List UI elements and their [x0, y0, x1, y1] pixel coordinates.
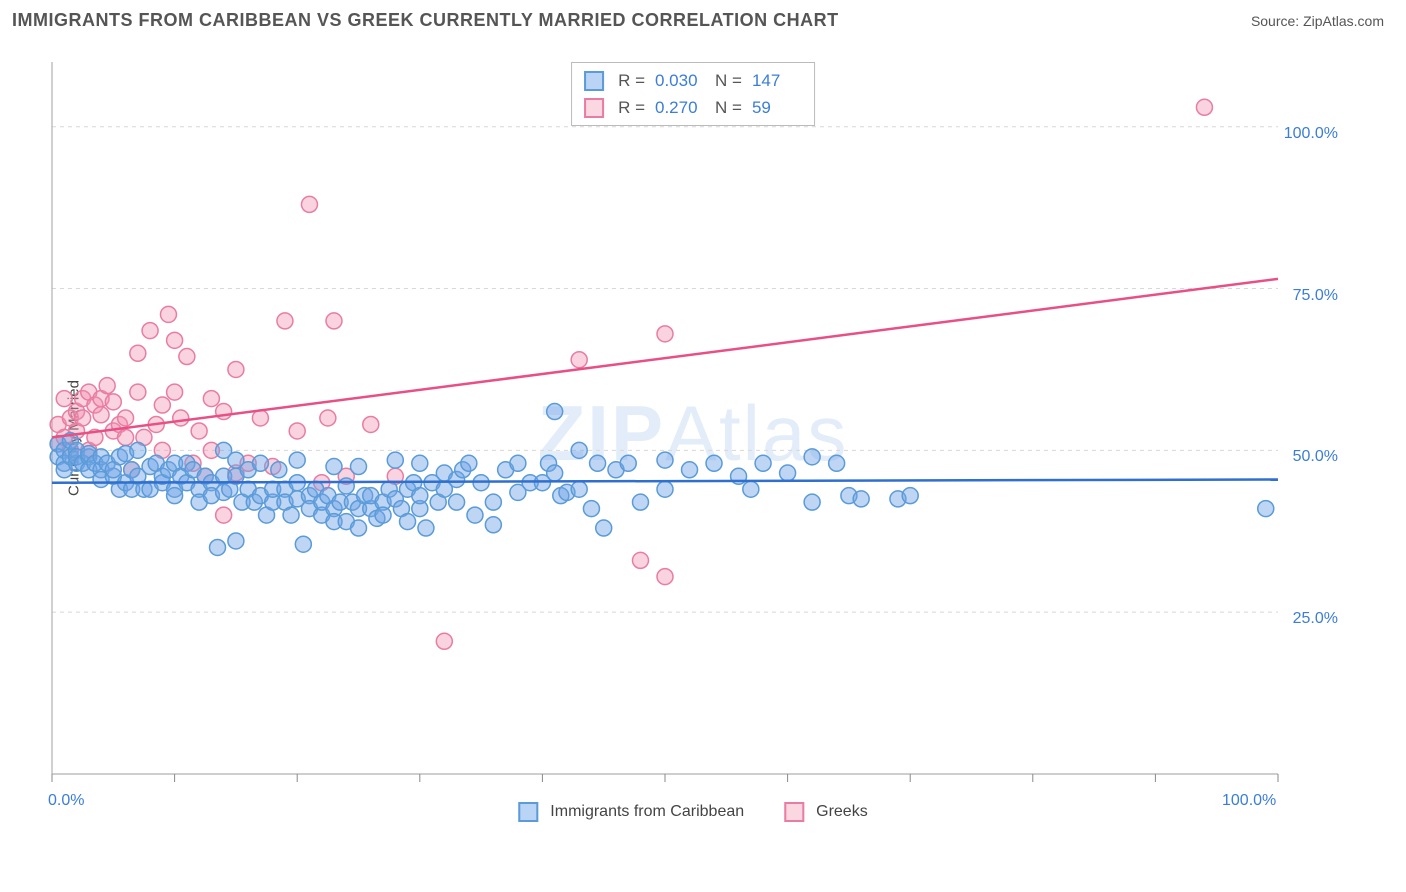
stats-row-caribbean: R = 0.030 N = 147 [584, 67, 802, 94]
scatter-plot [48, 58, 1338, 818]
bottom-legend: Immigrants from Caribbean Greeks [518, 802, 867, 822]
swatch-blue [584, 71, 604, 91]
swatch-blue [518, 802, 538, 822]
swatch-pink [784, 802, 804, 822]
legend-item-greeks: Greeks [784, 802, 868, 822]
source-label: Source: ZipAtlas.com [1251, 13, 1384, 29]
chart-area: Currently Married ZIPAtlas R = 0.030 N =… [48, 58, 1338, 818]
stats-legend: R = 0.030 N = 147 R = 0.270 N = 59 [571, 62, 815, 126]
x-tick-label: 0.0% [48, 792, 84, 810]
stats-row-greeks: R = 0.270 N = 59 [584, 94, 802, 121]
x-tick-label: 100.0% [1222, 792, 1276, 810]
y-tick-label: 50.0% [1293, 448, 1338, 466]
y-tick-label: 25.0% [1293, 610, 1338, 628]
legend-item-caribbean: Immigrants from Caribbean [518, 802, 744, 822]
swatch-pink [584, 98, 604, 118]
y-tick-label: 100.0% [1284, 125, 1338, 143]
chart-title: IMMIGRANTS FROM CARIBBEAN VS GREEK CURRE… [12, 10, 839, 31]
y-tick-label: 75.0% [1293, 287, 1338, 305]
